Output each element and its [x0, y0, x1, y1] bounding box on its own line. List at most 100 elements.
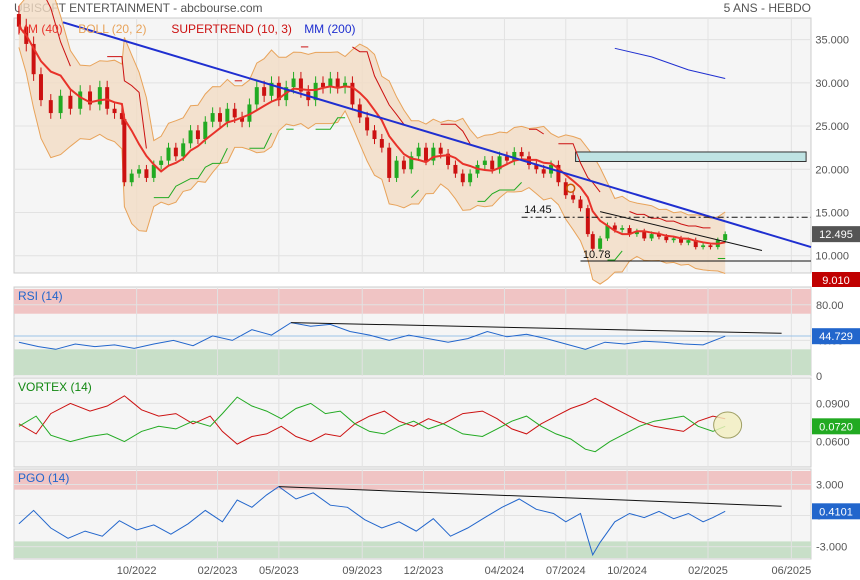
- panel-title: RSI (14): [18, 289, 63, 303]
- x-axis: 10/2022 02/2023 05/2023 09/2023 12/2023 04/20…: [117, 565, 812, 577]
- candle-body: [504, 156, 509, 161]
- panel-y-tick-label: 0: [816, 371, 822, 383]
- x-tick-label: 12/2023: [404, 565, 444, 577]
- last-price-badge: [812, 226, 860, 243]
- x-tick-label: 04/2024: [485, 565, 525, 577]
- pgo-value-label: 0.4101: [819, 506, 853, 518]
- candle-body: [394, 160, 399, 178]
- candle-body: [365, 117, 370, 131]
- candle-body: [627, 228, 632, 235]
- x-tick-label: 02/2025: [688, 565, 728, 577]
- candle-body: [519, 151, 524, 157]
- panel-title: VORTEX (14): [18, 380, 92, 394]
- candle-body: [453, 164, 458, 174]
- supertrend-segment: [352, 46, 405, 125]
- candle-body: [534, 164, 539, 170]
- x-tick-label: 09/2023: [342, 565, 382, 577]
- candle-body: [556, 164, 561, 183]
- oversold-zone: [14, 349, 811, 375]
- mm200-upper-line: [614, 47, 726, 79]
- candle-body: [313, 82, 318, 101]
- rsi-value-label: 44.729: [819, 331, 853, 343]
- x-tick-label: 05/2023: [259, 565, 299, 577]
- support-badge: [812, 272, 860, 287]
- candle-body: [401, 160, 406, 170]
- mm40-line: [18, 25, 726, 245]
- candle-body: [468, 173, 473, 183]
- bollinger-lower-line: [18, 47, 726, 285]
- candle-body: [571, 195, 576, 200]
- x-tick-label: 10/2022: [117, 565, 157, 577]
- panel-y-tick-label: -3.000: [816, 542, 847, 554]
- pgo-line: [18, 485, 726, 557]
- support-badge-label: 9.010: [822, 275, 850, 287]
- price-panel: 14.45 10.78 MM (40) BOLL (20, 2) SUPERTREND…: [13, 0, 860, 287]
- candle-body: [438, 147, 443, 154]
- supertrend-segment: [410, 189, 419, 198]
- candle-body: [247, 104, 252, 122]
- supertrend-segment: [315, 117, 346, 130]
- mm200-line: [62, 21, 812, 249]
- candle-body: [686, 240, 691, 243]
- candle-body: [541, 169, 546, 174]
- candle-body: [585, 208, 590, 235]
- panel-y-tick-label: 0.0600: [816, 437, 850, 449]
- candle-body: [38, 74, 43, 101]
- resistance-label: 14.45: [524, 204, 552, 216]
- candle-body: [664, 236, 669, 241]
- pgo-value-badge: [812, 503, 860, 520]
- x-tick-label: 07/2024: [546, 565, 586, 577]
- legend-entry: BOLL (20, 2): [78, 22, 146, 36]
- vortex-value-label: 0.0720: [819, 421, 853, 433]
- candle-body: [122, 119, 127, 183]
- candle-body: [276, 82, 281, 101]
- supertrend-segment: [477, 182, 522, 202]
- price-y-tick-label: 20.000: [815, 164, 849, 176]
- candle-body: [240, 117, 245, 122]
- legend-entry: MM (200): [304, 22, 355, 36]
- candle-body: [203, 121, 208, 140]
- panel-title: PGO (14): [18, 471, 69, 485]
- candle-body: [129, 173, 134, 183]
- candle-body: [48, 100, 53, 114]
- candle-body: [119, 113, 124, 120]
- price-y-tick-label: 35.000: [815, 35, 849, 47]
- bollinger-band-fill: [18, 0, 726, 285]
- supertrend-segment: [46, 0, 71, 67]
- resistance-zone-box: [575, 151, 807, 162]
- candle-body: [387, 147, 392, 178]
- x-tick-label: 10/2024: [607, 565, 647, 577]
- vortex-value-badge: [812, 418, 860, 435]
- candle-body: [88, 91, 93, 105]
- candle-body: [605, 225, 610, 239]
- candle-body: [460, 173, 465, 183]
- candle-body: [291, 78, 296, 88]
- supertrend-segment: [107, 56, 147, 149]
- vortex-minus-line: [18, 395, 726, 445]
- vortex-highlight-circle: [713, 411, 743, 439]
- candle-body: [166, 147, 171, 161]
- price-y-tick-label: 30.000: [815, 78, 849, 90]
- candle-body: [159, 160, 164, 165]
- candle-body: [379, 139, 384, 148]
- candle-body: [151, 164, 156, 178]
- candle-body: [409, 156, 414, 170]
- candle-body: [144, 169, 149, 178]
- rsi-value-badge: [812, 328, 860, 345]
- price-y-tick-label: 25.000: [815, 121, 849, 133]
- candle-body: [723, 234, 728, 241]
- candle-body: [701, 245, 706, 248]
- vortex-panel: 0.0900 0.0600 0.0720 VORTEX (14): [13, 377, 860, 468]
- legend-entry: MM (40): [18, 22, 63, 36]
- panel-y-tick-label: 0.0900: [816, 398, 850, 410]
- candle-body: [328, 78, 333, 88]
- price-indicator-lines: [18, 0, 812, 261]
- candle-body: [137, 169, 142, 174]
- candle-body: [612, 225, 617, 230]
- overbought-zone: [14, 471, 811, 490]
- last-price-label: 12.495: [819, 229, 853, 241]
- candle-body: [416, 147, 421, 157]
- candle-body: [217, 113, 222, 122]
- price-legend: MM (40) BOLL (20, 2) SUPERTREND (10, 3) MM …: [18, 22, 356, 36]
